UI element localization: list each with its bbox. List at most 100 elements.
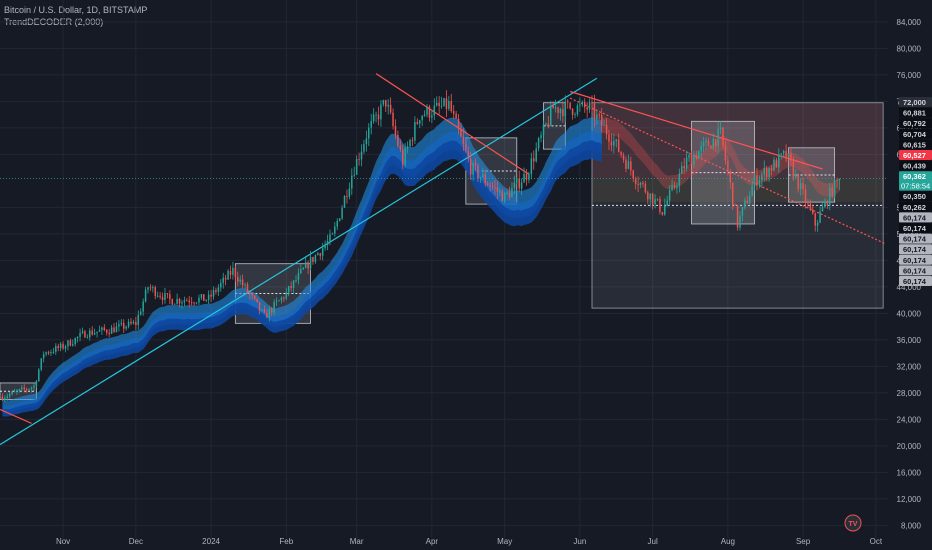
candle-body bbox=[309, 256, 312, 269]
candle-body bbox=[530, 158, 533, 175]
y-tick-label: 84,000 bbox=[897, 18, 922, 27]
candle bbox=[149, 284, 152, 292]
candle-body bbox=[33, 385, 35, 388]
candle bbox=[763, 160, 766, 182]
candle-body bbox=[314, 255, 317, 262]
candle-body bbox=[525, 173, 528, 180]
candle-body bbox=[409, 140, 411, 147]
candle bbox=[307, 260, 309, 275]
candle-body bbox=[304, 262, 307, 268]
price-tag[interactable]: 60,174 bbox=[899, 212, 932, 223]
candle-body bbox=[571, 108, 574, 115]
candle bbox=[241, 274, 244, 289]
candle bbox=[799, 178, 802, 196]
candle-body bbox=[722, 127, 724, 146]
candle-body bbox=[746, 200, 749, 204]
x-tick-label: Aug bbox=[721, 537, 735, 546]
price-tag[interactable]: 60,174 bbox=[899, 276, 932, 286]
candle-body bbox=[833, 180, 836, 197]
symbol-title[interactable]: Bitcoin / U.S. Dollar, 1D, BITSTAMP bbox=[4, 5, 148, 15]
candle bbox=[530, 152, 533, 180]
candle bbox=[431, 109, 433, 123]
candle-body bbox=[414, 121, 416, 141]
candle bbox=[765, 166, 768, 182]
candle bbox=[351, 168, 353, 195]
candle-body bbox=[227, 270, 229, 280]
candle-body bbox=[489, 185, 491, 187]
candle-body bbox=[727, 160, 729, 172]
x-tick-label: May bbox=[497, 537, 512, 546]
candle bbox=[533, 150, 535, 170]
price-tag[interactable]: 60,174 bbox=[899, 233, 932, 244]
candle-body bbox=[799, 183, 802, 190]
candle-body bbox=[8, 394, 11, 397]
candle-body bbox=[647, 192, 649, 200]
price-tag[interactable]: 60,792 bbox=[899, 118, 932, 129]
price-tag[interactable]: 72,000 bbox=[899, 97, 932, 107]
price-tag[interactable]: 60,262 bbox=[899, 201, 932, 212]
price-tag-value: 60,174 bbox=[903, 224, 927, 233]
candle bbox=[462, 128, 465, 151]
price-tag[interactable]: 60,174 bbox=[899, 265, 932, 276]
price-tag[interactable]: 60,174 bbox=[899, 223, 932, 233]
candle-body bbox=[93, 333, 96, 335]
candle bbox=[829, 183, 831, 211]
candle-body bbox=[617, 139, 620, 152]
candle bbox=[55, 343, 57, 355]
candle bbox=[343, 195, 346, 209]
price-tag[interactable]: 60,704 bbox=[899, 128, 932, 139]
price-tag-bg bbox=[899, 201, 932, 212]
candle-body bbox=[101, 327, 103, 331]
candle bbox=[550, 100, 552, 127]
candle-body bbox=[156, 295, 159, 297]
candle bbox=[205, 299, 207, 303]
candle-body bbox=[1, 396, 4, 401]
candle bbox=[615, 138, 618, 148]
candle-body bbox=[816, 222, 819, 226]
candle-body bbox=[569, 102, 571, 109]
summer-band bbox=[601, 117, 840, 198]
candle-body bbox=[144, 289, 147, 302]
candle-body bbox=[261, 309, 263, 311]
candle bbox=[304, 256, 307, 269]
trendline-down bbox=[375, 73, 530, 175]
candle-body bbox=[55, 346, 57, 352]
candle bbox=[16, 389, 18, 395]
candle-body bbox=[676, 185, 678, 188]
candle bbox=[758, 175, 761, 189]
candle-body bbox=[258, 301, 261, 311]
candle bbox=[346, 189, 348, 204]
price-tag[interactable]: 60,527 bbox=[899, 150, 932, 160]
candle-body bbox=[164, 293, 166, 300]
candle-body bbox=[45, 352, 47, 355]
candle-body bbox=[516, 178, 518, 183]
candle-body bbox=[266, 312, 268, 318]
candle-body bbox=[217, 287, 220, 292]
candle bbox=[494, 179, 496, 195]
candle-body bbox=[547, 123, 550, 126]
candle bbox=[574, 112, 576, 119]
price-tag[interactable]: 60,174 bbox=[899, 244, 932, 255]
candle bbox=[183, 296, 186, 307]
tradingview-logo[interactable]: TV bbox=[844, 514, 862, 532]
candle-body bbox=[249, 292, 251, 295]
candle bbox=[290, 281, 292, 292]
candle bbox=[804, 184, 807, 209]
candle-body bbox=[108, 332, 110, 334]
candle bbox=[731, 182, 734, 210]
candle bbox=[229, 265, 232, 280]
candle bbox=[583, 98, 586, 113]
price-tag[interactable]: 60,350 bbox=[899, 191, 932, 202]
candle bbox=[278, 299, 280, 302]
price-tag[interactable]: 60,615 bbox=[899, 139, 932, 150]
price-tag[interactable]: 60,439 bbox=[899, 160, 932, 171]
candle bbox=[571, 108, 574, 120]
candle bbox=[334, 222, 336, 237]
candle-body bbox=[404, 147, 406, 165]
candle-body bbox=[81, 331, 84, 333]
price-tag[interactable]: 60,174 bbox=[899, 254, 932, 265]
price-tag[interactable]: 60,881 bbox=[899, 107, 932, 118]
candle bbox=[35, 380, 38, 389]
